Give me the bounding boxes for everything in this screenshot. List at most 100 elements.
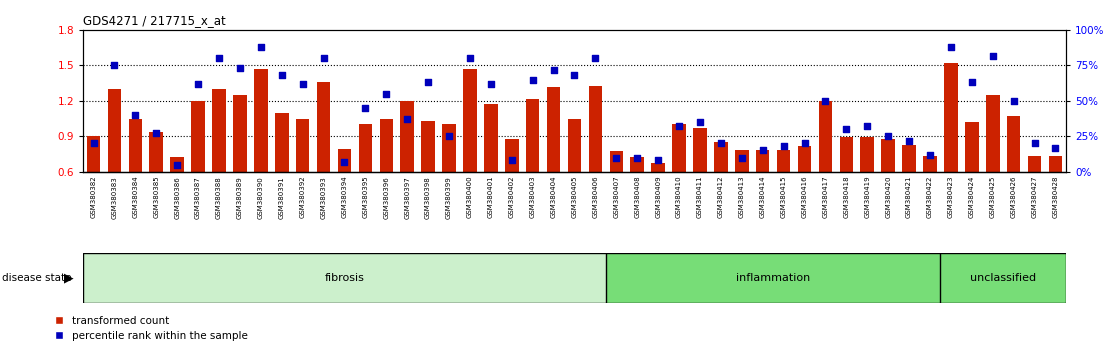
Text: GSM380409: GSM380409 xyxy=(655,176,661,218)
Text: GSM380419: GSM380419 xyxy=(864,176,870,218)
Bar xyxy=(484,104,497,172)
Point xyxy=(315,56,332,61)
Text: GSM380425: GSM380425 xyxy=(989,176,996,218)
Text: GSM380411: GSM380411 xyxy=(697,176,702,218)
Text: GSM380408: GSM380408 xyxy=(634,176,640,218)
Text: ▶: ▶ xyxy=(64,272,74,284)
Bar xyxy=(107,89,121,172)
Point xyxy=(942,44,960,50)
Text: GSM380386: GSM380386 xyxy=(174,176,181,218)
Bar xyxy=(819,101,832,172)
Point xyxy=(732,155,750,160)
Point xyxy=(440,133,458,139)
Point xyxy=(336,159,353,165)
Point xyxy=(628,155,646,160)
Point xyxy=(357,105,375,111)
Bar xyxy=(798,146,811,172)
Text: GSM380412: GSM380412 xyxy=(718,176,724,218)
Point xyxy=(482,81,500,87)
Point xyxy=(232,65,249,71)
Text: GDS4271 / 217715_x_at: GDS4271 / 217715_x_at xyxy=(83,14,226,27)
Text: GSM380393: GSM380393 xyxy=(320,176,327,218)
Text: GSM380399: GSM380399 xyxy=(447,176,452,218)
Bar xyxy=(694,128,707,172)
Point xyxy=(168,162,186,167)
Point xyxy=(796,141,813,146)
Point xyxy=(189,81,207,87)
Text: GSM380385: GSM380385 xyxy=(153,176,160,218)
Text: GSM380428: GSM380428 xyxy=(1053,176,1058,218)
Point xyxy=(607,155,625,160)
Bar xyxy=(861,137,874,172)
Point xyxy=(399,116,417,122)
Bar xyxy=(546,87,561,172)
Text: GSM380384: GSM380384 xyxy=(132,176,138,218)
Text: GSM380402: GSM380402 xyxy=(509,176,515,218)
Text: GSM380391: GSM380391 xyxy=(279,176,285,218)
Point xyxy=(921,152,938,158)
Bar xyxy=(756,150,769,172)
Text: GSM380398: GSM380398 xyxy=(425,176,431,218)
Text: GSM380417: GSM380417 xyxy=(822,176,829,218)
Text: unclassified: unclassified xyxy=(971,273,1036,283)
Text: GSM380400: GSM380400 xyxy=(466,176,473,218)
Bar xyxy=(338,149,351,172)
Bar xyxy=(1007,116,1020,172)
Bar xyxy=(400,101,414,172)
Text: GSM380418: GSM380418 xyxy=(843,176,850,218)
Bar xyxy=(840,137,853,172)
Text: GSM380416: GSM380416 xyxy=(801,176,808,218)
Text: GSM380394: GSM380394 xyxy=(341,176,348,218)
Point xyxy=(586,56,604,61)
Point xyxy=(524,77,542,82)
Text: GSM380390: GSM380390 xyxy=(258,176,264,218)
Bar xyxy=(526,98,540,172)
Bar xyxy=(192,101,205,172)
Bar xyxy=(129,119,142,172)
Bar xyxy=(1048,156,1063,172)
Point xyxy=(900,138,917,143)
Text: GSM380407: GSM380407 xyxy=(614,176,619,218)
Text: GSM380397: GSM380397 xyxy=(404,176,410,218)
Bar xyxy=(463,69,476,172)
Text: GSM380406: GSM380406 xyxy=(593,176,598,218)
Bar xyxy=(317,82,330,172)
Point xyxy=(294,81,311,87)
Bar xyxy=(606,253,941,303)
Point xyxy=(105,63,123,68)
Point xyxy=(1005,98,1023,104)
Text: GSM380389: GSM380389 xyxy=(237,176,243,218)
Bar xyxy=(965,122,978,172)
Bar xyxy=(941,253,1066,303)
Point xyxy=(461,56,479,61)
Text: GSM380404: GSM380404 xyxy=(551,176,556,218)
Bar xyxy=(609,151,623,172)
Bar xyxy=(714,142,728,172)
Text: GSM380423: GSM380423 xyxy=(947,176,954,218)
Bar xyxy=(902,145,916,172)
Point xyxy=(838,126,855,132)
Text: GSM380388: GSM380388 xyxy=(216,176,222,218)
Point xyxy=(963,80,981,85)
Bar xyxy=(1028,156,1042,172)
Text: GSM380420: GSM380420 xyxy=(885,176,891,218)
Text: GSM380387: GSM380387 xyxy=(195,176,202,218)
Bar xyxy=(86,136,101,172)
Text: GSM380424: GSM380424 xyxy=(968,176,975,218)
Bar xyxy=(421,121,435,172)
Point xyxy=(419,80,437,85)
Bar xyxy=(380,119,393,172)
Bar xyxy=(735,150,749,172)
Bar xyxy=(505,139,519,172)
Text: inflammation: inflammation xyxy=(736,273,810,283)
Text: GSM380403: GSM380403 xyxy=(530,176,535,218)
Text: GSM380383: GSM380383 xyxy=(112,176,117,218)
Point xyxy=(670,124,688,129)
Text: GSM380405: GSM380405 xyxy=(572,176,577,218)
Text: GSM380410: GSM380410 xyxy=(676,176,683,218)
Point xyxy=(753,148,771,153)
Bar xyxy=(213,89,226,172)
Point xyxy=(817,98,834,104)
Text: GSM380426: GSM380426 xyxy=(1010,176,1017,218)
Text: GSM380427: GSM380427 xyxy=(1032,176,1037,218)
